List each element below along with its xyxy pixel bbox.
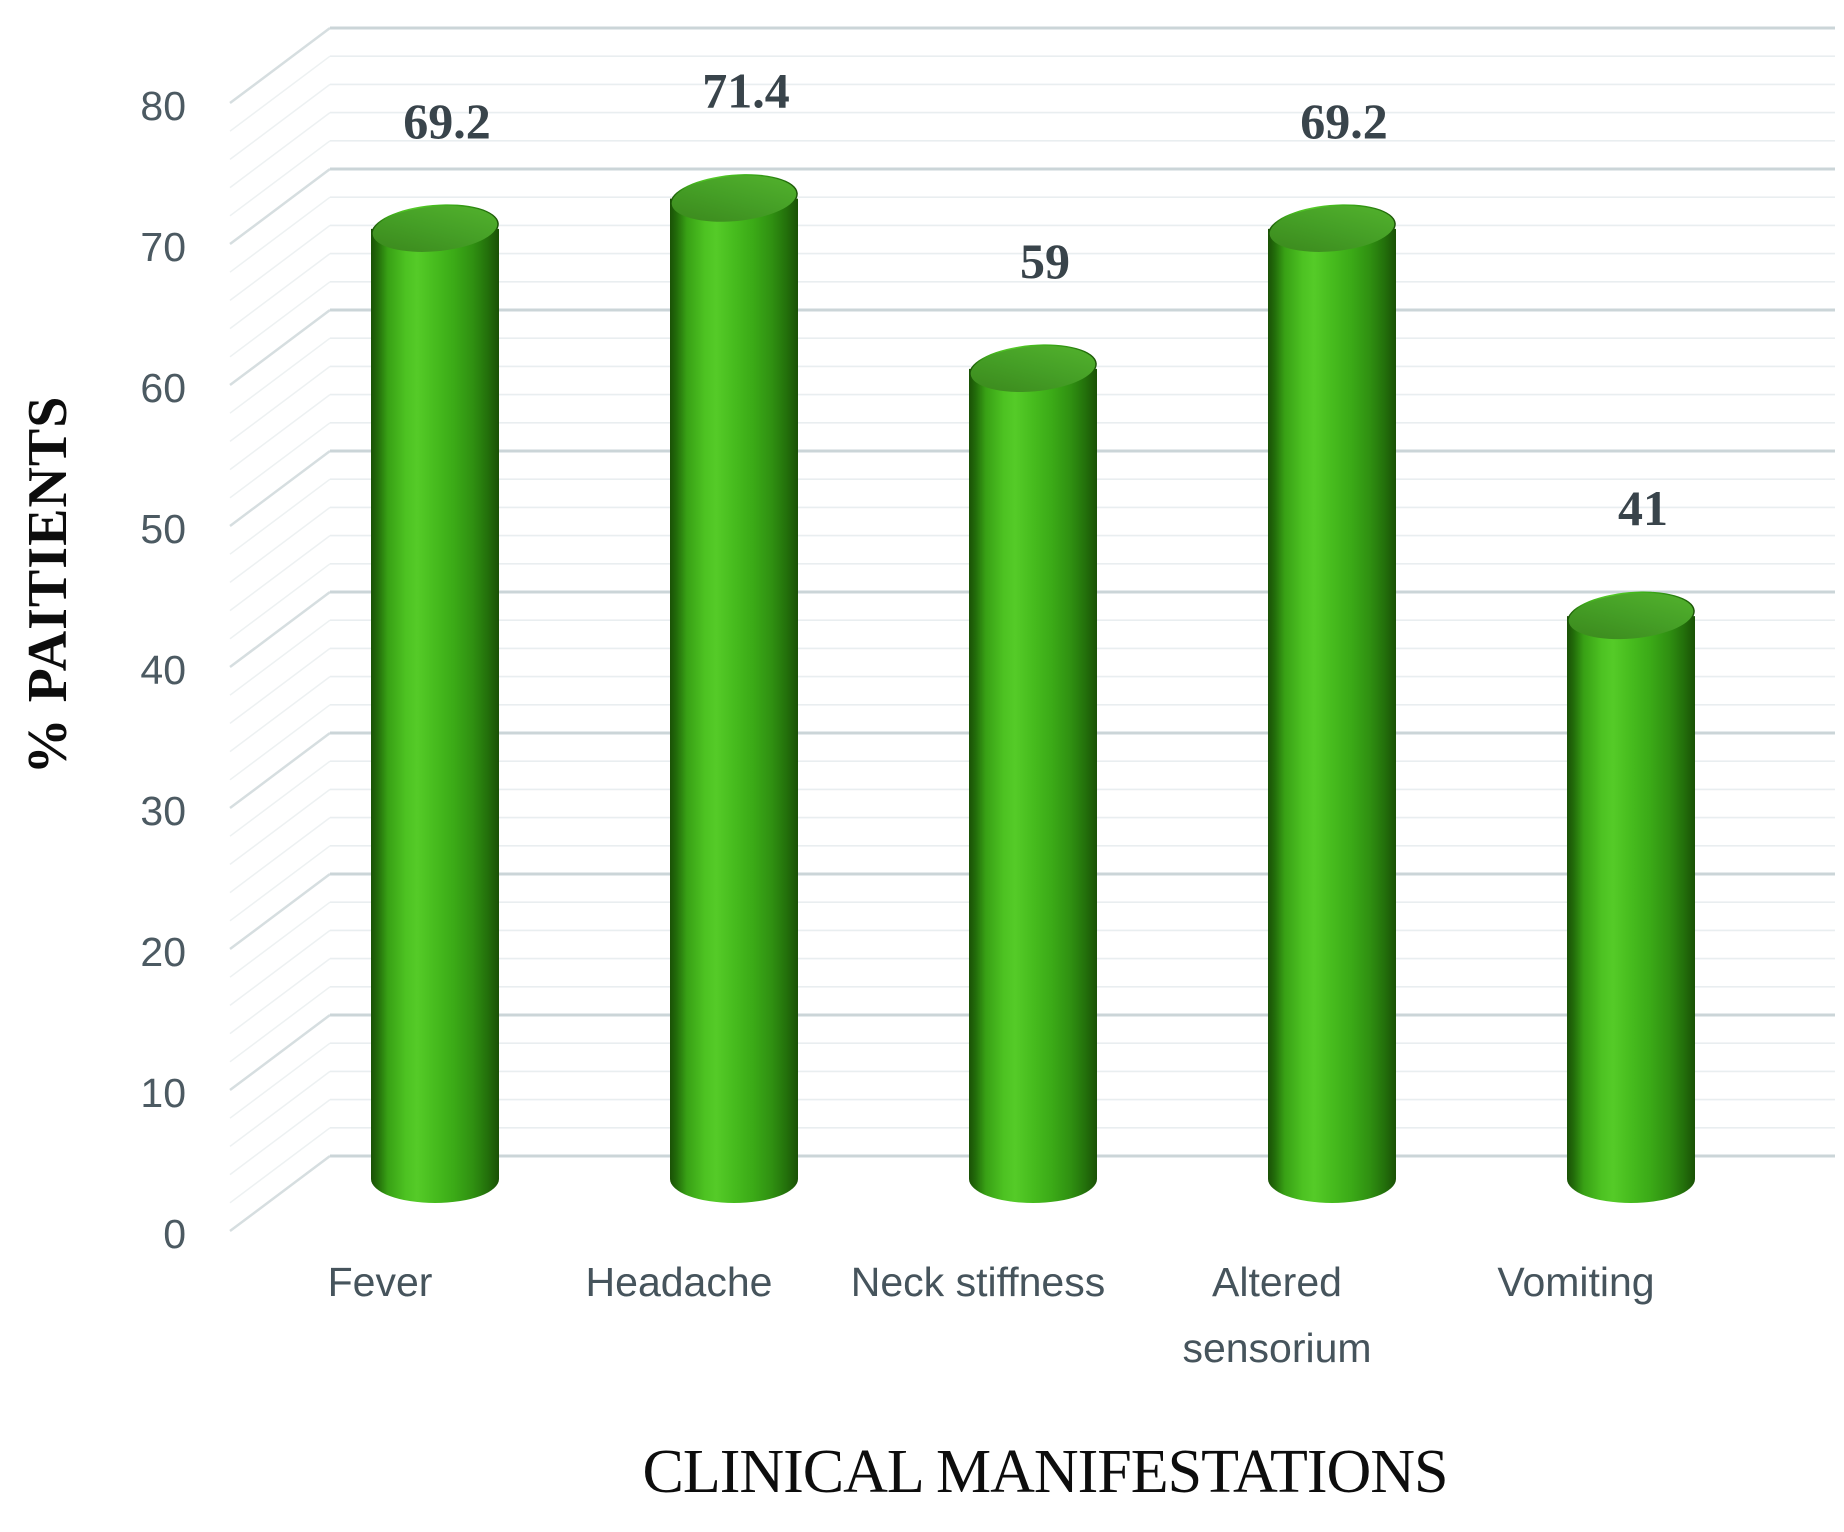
bar-cylinder: [670, 174, 798, 1204]
minor-gridline-diagonal: [229, 534, 331, 612]
major-gridline-diagonal: [229, 1014, 331, 1091]
minor-gridline-diagonal: [229, 281, 331, 358]
cylinder-body: [670, 198, 798, 1204]
major-gridline-diagonal: [229, 591, 331, 668]
major-gridline-diagonal: [229, 168, 331, 245]
y-tick-label: 30: [140, 788, 186, 834]
y-tick-label: 80: [140, 83, 186, 129]
value-label: 69.2: [403, 93, 491, 149]
category-label: Vomiting: [1497, 1259, 1654, 1305]
major-gridline-diagonal: [229, 27, 331, 104]
minor-gridline-diagonal: [229, 901, 331, 978]
bar-cylinder: [1268, 204, 1396, 1203]
minor-gridline-diagonal: [229, 506, 331, 584]
minor-gridline-diagonal: [229, 253, 331, 330]
y-tick-label: 0: [163, 1211, 186, 1257]
cylinder-body: [1567, 616, 1695, 1203]
cylinder-body: [371, 228, 499, 1203]
cylinder-body: [1268, 228, 1396, 1203]
y-tick-label: 10: [140, 1070, 186, 1116]
minor-gridline-diagonal: [229, 1042, 331, 1119]
bars-group: [371, 174, 1695, 1204]
minor-gridline-diagonal: [229, 845, 331, 922]
value-label: 41: [1618, 480, 1668, 536]
cylinder-body: [969, 368, 1097, 1203]
value-label: 71.4: [702, 63, 790, 119]
cylinder-top-face: [1269, 205, 1395, 252]
minor-gridline-diagonal: [229, 563, 331, 640]
y-tick-label: 60: [140, 365, 186, 411]
major-gridline-diagonal: [229, 450, 331, 527]
category-label: Altered sensorium: [1182, 1259, 1371, 1371]
cylinder-top-face: [671, 175, 797, 222]
cylinder-top-face: [372, 205, 498, 252]
minor-gridline-diagonal: [229, 675, 331, 753]
y-tick-label: 50: [140, 506, 186, 552]
bar-cylinder: [969, 344, 1097, 1203]
minor-gridline-diagonal: [229, 478, 331, 555]
minor-gridline-diagonal: [229, 816, 331, 894]
y-tick-label: 70: [140, 224, 186, 270]
cylinder-top-face: [1568, 593, 1694, 640]
minor-gridline-diagonal: [229, 55, 331, 132]
minor-gridline-diagonal: [229, 760, 331, 837]
major-gridline-diagonal: [229, 873, 331, 950]
minor-gridline-diagonal: [229, 647, 331, 725]
minor-gridline-diagonal: [229, 337, 331, 414]
category-label: Headache: [586, 1259, 773, 1305]
value-label: 69.2: [1300, 93, 1388, 149]
y-tick-label: 40: [140, 647, 186, 693]
y-axis-title: % PAITIENTS: [17, 396, 79, 775]
minor-gridline-diagonal: [229, 788, 331, 866]
minor-gridline-diagonal: [229, 929, 331, 1007]
minor-gridline-diagonal: [229, 986, 331, 1063]
major-gridline-diagonal: [229, 732, 331, 809]
bar-cylinder: [1567, 591, 1695, 1203]
category-label: Fever: [328, 1259, 433, 1305]
minor-gridline-diagonal: [229, 394, 331, 471]
minor-gridline-diagonal: [229, 224, 331, 301]
minor-gridline-diagonal: [229, 619, 331, 696]
minor-gridline-diagonal: [229, 422, 331, 499]
minor-gridline-diagonal: [229, 365, 331, 442]
minor-gridline-diagonal: [229, 1098, 331, 1176]
minor-gridline-diagonal: [229, 111, 331, 189]
category-label: Neck stiffness: [851, 1259, 1105, 1305]
y-tick-label: 20: [140, 929, 186, 975]
cylinder-top-face: [970, 345, 1096, 392]
minor-gridline-diagonal: [229, 196, 331, 273]
minor-gridline-diagonal: [229, 704, 331, 781]
major-gridline-diagonal: [229, 309, 331, 386]
minor-gridline-diagonal: [229, 83, 331, 160]
x-axis-title: CLINICAL MANIFESTATIONS: [642, 1438, 1447, 1506]
bar-cylinder: [371, 204, 499, 1203]
minor-gridline-diagonal: [229, 1127, 331, 1204]
labels-group: 0 10 20 30 40 50 60 70 80 69.2 Fever 71.4 Headache 59…: [140, 63, 1668, 1371]
value-label: 59: [1020, 233, 1070, 289]
minor-gridline-diagonal: [229, 957, 331, 1035]
major-gridline-diagonal: [229, 1155, 331, 1232]
minor-gridline-diagonal: [229, 1070, 331, 1148]
minor-gridline-diagonal: [229, 140, 331, 217]
